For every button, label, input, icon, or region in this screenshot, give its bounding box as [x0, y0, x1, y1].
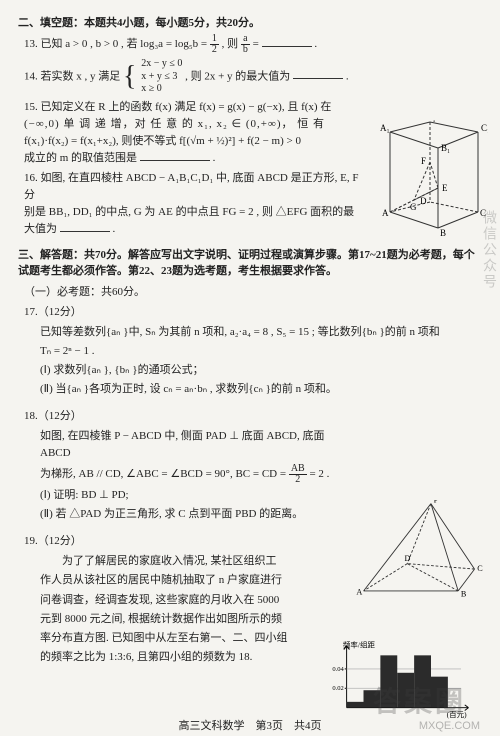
frac-d: 2	[289, 475, 307, 485]
q19b: 作人员从该社区的居民中随机抽取了 n 户家庭进行	[40, 572, 330, 589]
frac-d: 2	[210, 45, 219, 55]
svg-text:0.02: 0.02	[332, 685, 343, 692]
watermark-answer: 答案圈	[373, 680, 466, 720]
q17c: (Ⅰ) 求数列{aₙ }, {bₙ }的通项公式；	[40, 362, 482, 379]
frac-d: b	[241, 45, 250, 55]
section-3-header: 三、解答题：共70分。解答应写出文字说明、证明过程或演算步骤。第17~21题为必…	[18, 246, 482, 278]
svg-text:B: B	[440, 228, 446, 238]
svg-text:G: G	[410, 202, 417, 212]
blank	[60, 221, 110, 232]
q18c: = 2 .	[309, 468, 329, 480]
q16a: 16. 如图, 在直四棱柱 ABCD − A₁B₁C₁D₁ 中, 底面 ABCD…	[24, 172, 358, 201]
svg-text:D₁: D₁	[426, 120, 436, 122]
q17d: (Ⅱ) 当{aₙ }各项为正时, 设 cₙ = aₙ·bₙ , 求数列{cₙ }…	[40, 381, 482, 398]
svg-text:B₁: B₁	[441, 143, 450, 153]
q19e: 率分布直方图. 已知图中从左至右第一、二、四小组	[40, 630, 330, 647]
frac-ab: a b	[241, 34, 250, 55]
svg-text:C: C	[477, 564, 482, 573]
blank	[293, 68, 343, 79]
case2: x + y ≤ 3	[141, 71, 177, 82]
svg-text:F: F	[421, 156, 426, 166]
q14-text-a: 14. 若实数 x , y 满足	[24, 70, 123, 82]
svg-text:C₁: C₁	[481, 123, 488, 133]
svg-text:A: A	[356, 588, 362, 597]
cube-figure: ABCDA₁B₁C₁D₁EFG	[378, 120, 488, 250]
q19a: 为了了解居民的家庭收入情况, 某社区组织工	[40, 553, 330, 570]
case3: x ≥ 0	[141, 83, 162, 94]
svg-text:P: P	[434, 500, 439, 505]
q17a: 已知等差数列{aₙ }中, Sₙ 为其前 n 项和, a₂·a₄ = 8 , S…	[40, 324, 482, 341]
q15: 15. 已知定义在 R 上的函数 f(x) 满足 f(x) = g(x) − g…	[24, 99, 364, 167]
frac-AB2: AB 2	[289, 464, 307, 485]
q15sqrt: f[(√m + ½)²]	[179, 135, 235, 147]
svg-text:A₁: A₁	[380, 123, 390, 133]
svg-text:0.04: 0.04	[332, 666, 344, 673]
q19c: 问卷调查，经调查发现, 这些家庭的月收入在 5000	[40, 592, 330, 609]
q15b: (−∞,0) 单 调 递 增，对 任 意 的 x₁, x₂ ∈ (0,+∞)， …	[24, 118, 325, 130]
q16: 16. 如图, 在直四棱柱 ABCD − A₁B₁C₁D₁ 中, 底面 ABCD…	[24, 170, 369, 238]
q19f: 的频率之比为 1:3:6, 且第四小组的频数为 18.	[40, 649, 330, 666]
svg-text:B: B	[461, 589, 467, 598]
q17b: Tₙ = 2ⁿ − 1 .	[40, 343, 482, 360]
watermark-wechat: 微信公众号	[478, 210, 498, 290]
cases: 2x − y ≤ 0 x + y ≤ 3 x ≥ 0	[141, 58, 182, 96]
q18h: 18.（12分）	[24, 408, 482, 425]
svg-text:D: D	[405, 554, 411, 563]
case1: 2x − y ≤ 0	[141, 58, 182, 69]
q13: 13. 已知 a > 0 , b > 0 , 若 log₃a = log₅b =…	[24, 34, 482, 55]
q14: 14. 若实数 x , y 满足 { 2x − y ≤ 0 x + y ≤ 3 …	[24, 58, 482, 96]
q13-text-a: 13. 已知 a > 0 , b > 0 , 若 log₃a = log₅b =	[24, 38, 210, 50]
q16b: 别是 BB₁, DD₁ 的中点, G 为 AE 的中点且 FG = 2 , 则 …	[24, 206, 354, 218]
blank	[140, 150, 210, 161]
blank	[262, 36, 312, 47]
svg-text:D: D	[420, 196, 427, 206]
svg-text:A: A	[382, 208, 389, 218]
section-2-header: 二、填空题：本题共4小题，每小题5分，共20分。	[18, 14, 482, 30]
pyramid-figure: P A B C D	[350, 500, 490, 600]
q18b: 为梯形, AB // CD, ∠ABC = ∠BCD = 90°, BC = C…	[40, 468, 289, 480]
page-footer: 高三文科数学 第3页 共4页	[0, 717, 500, 733]
frac-half: 1 2	[210, 34, 219, 55]
q13-text-c: =	[253, 38, 262, 50]
q15d: + f(2 − m) > 0	[238, 135, 301, 147]
q15c: f(x₁)·f(x₂) = f(x₁+x₂), 则使不等式	[24, 135, 179, 147]
q18a: 如图, 在四棱锥 P − ABCD 中, 侧面 PAD ⊥ 底面 ABCD, 底…	[40, 428, 350, 462]
svg-text:频率/组距: 频率/组距	[343, 640, 376, 650]
q13-text-b: , 则	[222, 38, 241, 50]
svg-text:E: E	[442, 183, 448, 193]
q17h: 17.（12分）	[24, 304, 482, 321]
q18b-line: 为梯形, AB // CD, ∠ABC = ∠BCD = 90°, BC = C…	[40, 464, 350, 485]
q14-text-b: , 则 2x + y 的最大值为	[185, 70, 293, 82]
sub60: （一）必考题：共60分。	[24, 284, 482, 301]
q19d: 元到 8000 元之间, 根据统计数据作出如图所示的频	[40, 611, 330, 628]
q15a: 15. 已知定义在 R 上的函数 f(x) 满足 f(x) = g(x) − g…	[24, 101, 331, 113]
q16c: 大值为	[24, 223, 60, 235]
brace-icon: {	[123, 64, 136, 89]
q15e: 成立的 m 的取值范围是	[24, 152, 140, 164]
